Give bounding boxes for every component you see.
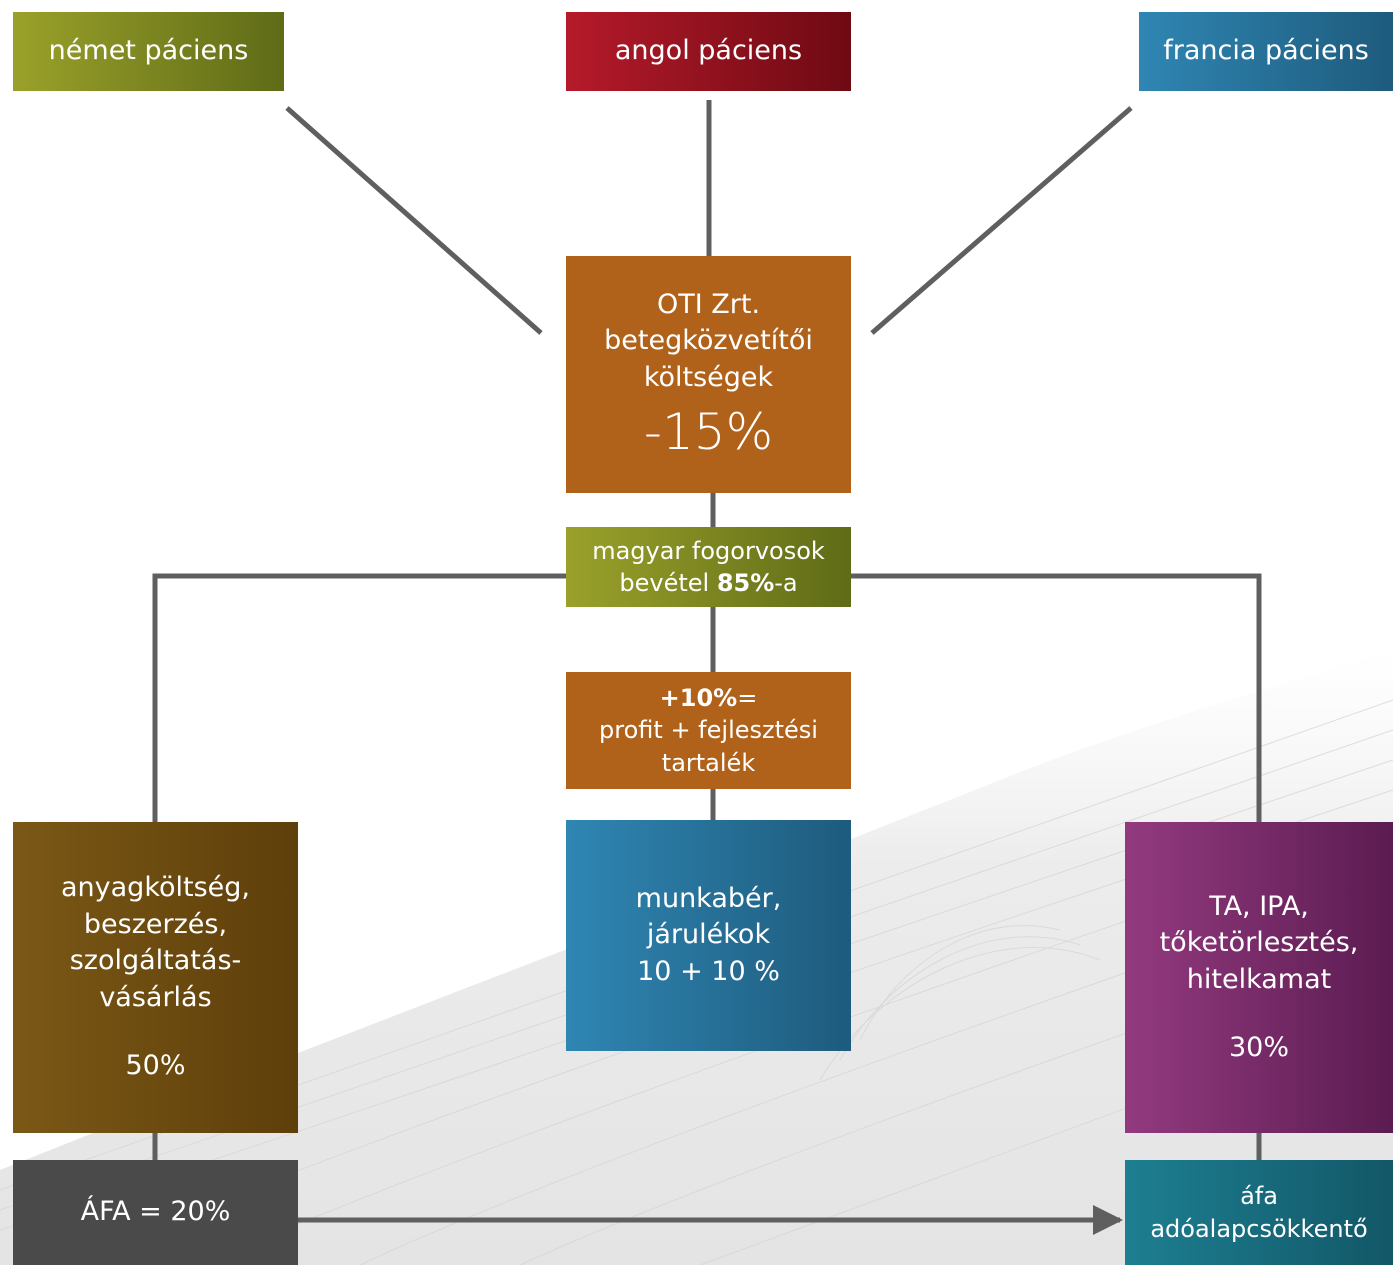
vat-label: ÁFA = 20%: [80, 1196, 231, 1228]
taxes-line1: TA, IPA,: [1209, 890, 1309, 922]
wages-box: munkabér, járulékok 10 + 10 %: [566, 820, 851, 1051]
oti-line3: költségek: [643, 361, 774, 393]
vat-box: ÁFA = 20%: [13, 1160, 298, 1265]
materials-percent: 50%: [125, 1050, 186, 1082]
dentists-percent: 85%: [716, 569, 775, 597]
profit-reserve-box: +10%= profit + fejlesztési tartalék: [566, 672, 851, 789]
profit-line1: +10%=: [659, 683, 758, 712]
connector-dentists-materials: [152, 573, 566, 822]
materials-line1: anyagköltség,: [61, 872, 250, 904]
wages-line2: járulékok: [646, 919, 771, 951]
french-patient-box: francia páciens: [1139, 12, 1393, 91]
oti-line1: OTI Zrt.: [656, 288, 761, 320]
wages-line1: munkabér,: [635, 882, 782, 914]
profit-percent: +10%: [659, 683, 738, 712]
connector-dentists-taxes: [850, 573, 1262, 822]
materials-cost-box: anyagköltség, beszerzés, szolgáltatás- v…: [13, 822, 298, 1133]
connector-french-oti: [870, 106, 1133, 335]
taxes-percent: 30%: [1228, 1031, 1289, 1063]
materials-line4: vásárlás: [99, 981, 212, 1013]
profit-line3: tartalék: [661, 748, 756, 777]
taxes-box: TA, IPA, tőketörlesztés, hitelkamat 30%: [1125, 822, 1393, 1133]
dentists-line1: magyar fogorvosok: [592, 536, 825, 565]
vat-reducing-line2: adóalapcsökkentő: [1150, 1214, 1368, 1243]
oti-costs-box: OTI Zrt. betegközvetítői költségek -15%: [566, 256, 851, 493]
connector-german-oti: [285, 106, 543, 335]
oti-line2: betegközvetítői: [604, 325, 813, 357]
english-patient-label: angol páciens: [614, 35, 803, 67]
materials-line3: szolgáltatás-: [69, 945, 242, 977]
french-patient-label: francia páciens: [1163, 35, 1369, 67]
taxes-line3: hitelkamat: [1186, 963, 1332, 995]
oti-percent: -15%: [643, 403, 774, 462]
taxes-line2: tőketörlesztés,: [1159, 927, 1359, 959]
vat-reducing-line1: áfa: [1240, 1182, 1278, 1211]
german-patient-label: német páciens: [48, 35, 249, 67]
dentists-revenue-box: magyar fogorvosok bevétel 85%-a: [566, 527, 851, 607]
profit-line2: profit + fejlesztési: [599, 716, 818, 745]
english-patient-box: angol páciens: [566, 12, 851, 91]
vat-base-reducing-box: áfa adóalapcsökkentő: [1125, 1160, 1393, 1265]
german-patient-box: német páciens: [13, 12, 284, 91]
dentists-line2: bevétel 85%-a: [619, 569, 798, 597]
wages-line3: 10 + 10 %: [637, 955, 780, 987]
materials-line2: beszerzés,: [83, 908, 228, 940]
